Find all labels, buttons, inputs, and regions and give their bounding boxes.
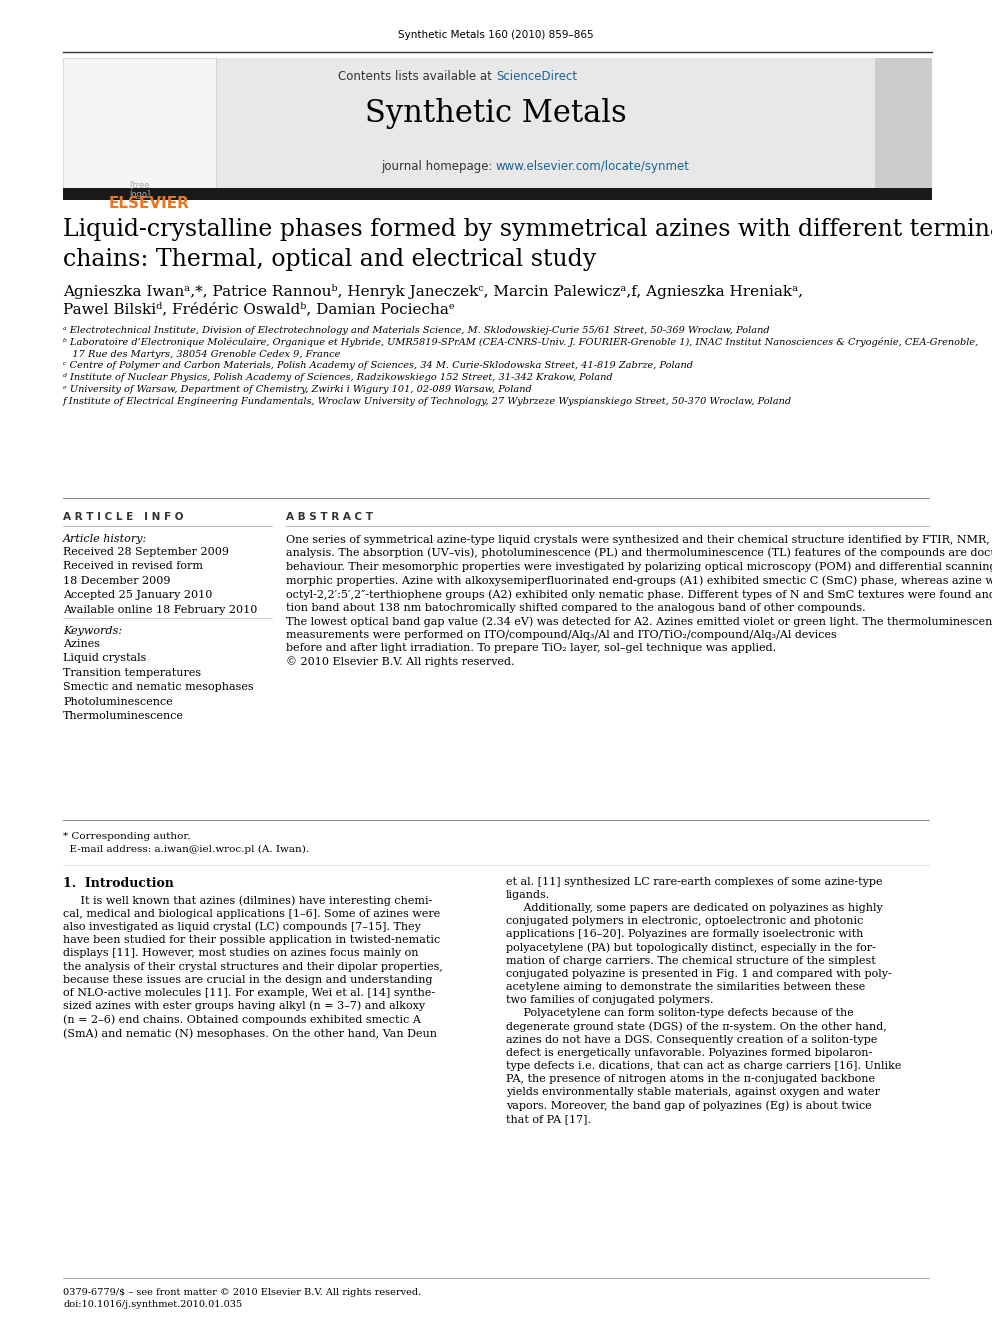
Text: Received 28 September 2009
Received in revised form
18 December 2009
Accepted 25: Received 28 September 2009 Received in r… xyxy=(63,546,257,615)
Text: ELSEVIER: ELSEVIER xyxy=(109,196,189,210)
Text: Article history:: Article history: xyxy=(63,534,147,544)
Text: * Corresponding author.: * Corresponding author. xyxy=(63,832,190,841)
Text: [tree
logo]: [tree logo] xyxy=(129,180,151,200)
Text: A R T I C L E   I N F O: A R T I C L E I N F O xyxy=(63,512,184,523)
Text: www.elsevier.com/locate/synmet: www.elsevier.com/locate/synmet xyxy=(496,160,690,173)
Text: journal homepage:: journal homepage: xyxy=(381,160,496,173)
Text: ᵃ Electrotechnical Institute, Division of Electrotechnology and Materials Scienc: ᵃ Electrotechnical Institute, Division o… xyxy=(63,325,770,335)
Text: ᵇ Laboratoire d’Electronique Moléculaire, Organique et Hybride, UMR5819-SPrAM (C: ᵇ Laboratoire d’Electronique Moléculaire… xyxy=(63,337,978,360)
Text: Pawel Bilskiᵈ, Frédéric Oswaldᵇ, Damian Pociechaᵉ: Pawel Bilskiᵈ, Frédéric Oswaldᵇ, Damian … xyxy=(63,302,455,316)
Text: ᶜ Centre of Polymer and Carbon Materials, Polish Academy of Sciences, 34 M. Curi: ᶜ Centre of Polymer and Carbon Materials… xyxy=(63,361,693,370)
Text: f Institute of Electrical Engineering Fundamentals, Wroclaw University of Techno: f Institute of Electrical Engineering Fu… xyxy=(63,397,793,406)
Text: Contents lists available at: Contents lists available at xyxy=(338,70,496,83)
Text: Synthetic Metals 160 (2010) 859–865: Synthetic Metals 160 (2010) 859–865 xyxy=(398,30,594,40)
Text: One series of symmetrical azine-type liquid crystals were synthesized and their : One series of symmetrical azine-type liq… xyxy=(286,534,992,667)
Text: Azines
Liquid crystals
Transition temperatures
Smectic and nematic mesophases
Ph: Azines Liquid crystals Transition temper… xyxy=(63,639,254,721)
Text: ScienceDirect: ScienceDirect xyxy=(496,70,577,83)
Text: Liquid-crystalline phases formed by symmetrical azines with different terminal: Liquid-crystalline phases formed by symm… xyxy=(63,218,992,241)
Text: 0379-6779/$ – see front matter © 2010 Elsevier B.V. All rights reserved.
doi:10.: 0379-6779/$ – see front matter © 2010 El… xyxy=(63,1289,422,1308)
Text: Keywords:: Keywords: xyxy=(63,626,122,636)
Text: 1.  Introduction: 1. Introduction xyxy=(63,877,174,890)
Text: It is well known that azines (dilmines) have interesting chemi-
cal, medical and: It is well known that azines (dilmines) … xyxy=(63,894,442,1039)
Text: A B S T R A C T: A B S T R A C T xyxy=(286,512,373,523)
Text: Agnieszka Iwanᵃ,*, Patrice Rannouᵇ, Henryk Janeczekᶜ, Marcin Palewiczᵃ,f, Agnies: Agnieszka Iwanᵃ,*, Patrice Rannouᵇ, Henr… xyxy=(63,284,803,299)
Text: E-mail address: a.iwan@iel.wroc.pl (A. Iwan).: E-mail address: a.iwan@iel.wroc.pl (A. I… xyxy=(63,845,310,855)
Text: chains: Thermal, optical and electrical study: chains: Thermal, optical and electrical … xyxy=(63,247,596,271)
Text: Synthetic Metals: Synthetic Metals xyxy=(365,98,627,130)
Text: et al. [11] synthesized LC rare-earth complexes of some azine-type
ligands.
    : et al. [11] synthesized LC rare-earth co… xyxy=(506,877,902,1125)
Text: ᵈ Institute of Nuclear Physics, Polish Academy of Sciences, Radzikowskiego 152 S: ᵈ Institute of Nuclear Physics, Polish A… xyxy=(63,373,613,382)
Text: ᵉ University of Warsaw, Department of Chemistry, Zwirki i Wigury 101, 02-089 War: ᵉ University of Warsaw, Department of Ch… xyxy=(63,385,532,394)
